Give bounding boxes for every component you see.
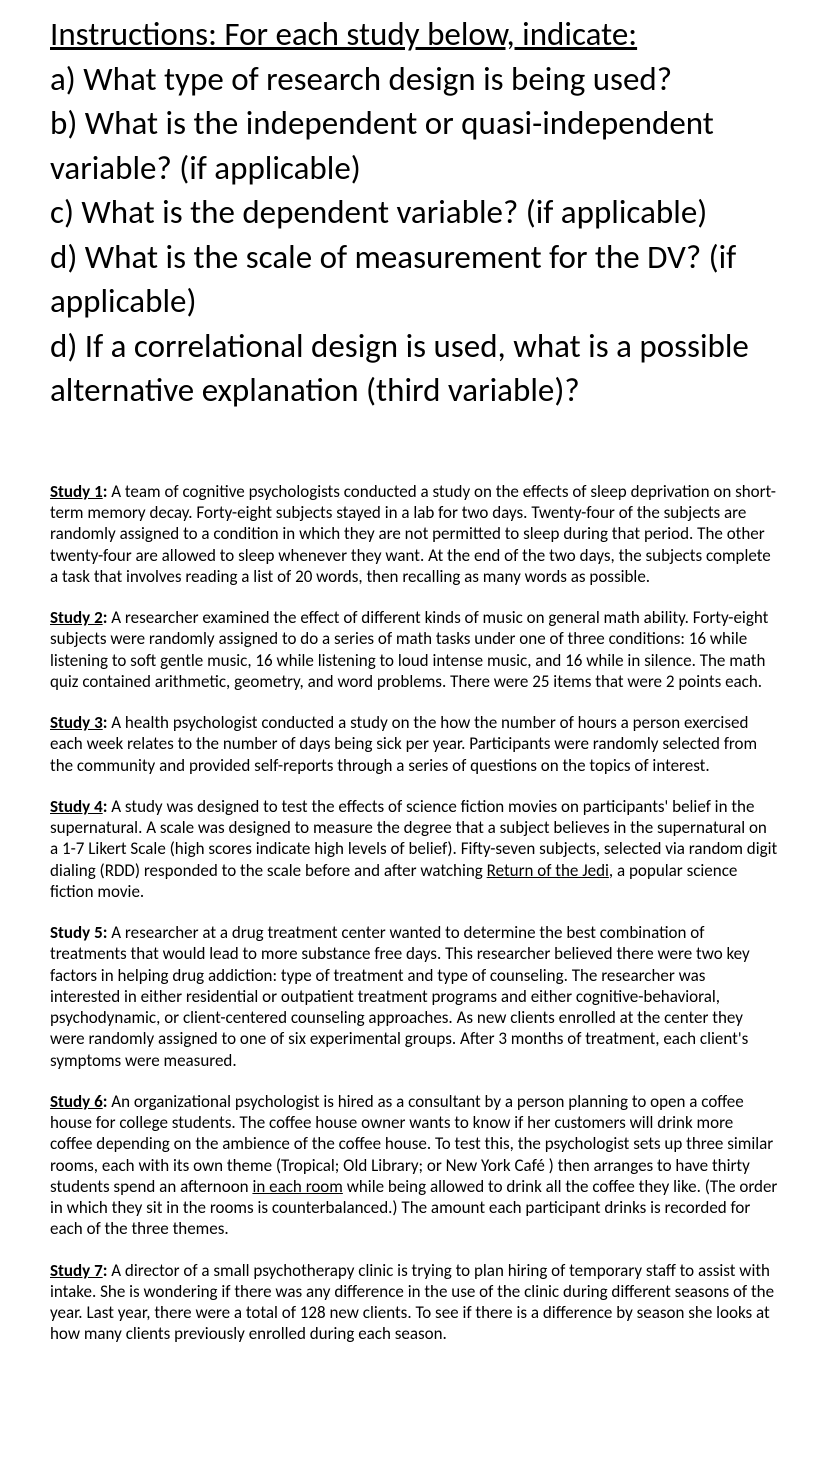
study-body-text: A health psychologist conducted a study … <box>50 712 757 776</box>
study-label: Study 6 <box>50 1091 103 1112</box>
study-paragraph: Study 2: A researcher examined the effec… <box>50 607 778 692</box>
study-label: Study 4 <box>50 796 103 817</box>
instructions-title: Instructions: For each study below, indi… <box>50 12 778 57</box>
study-body-text: A director of a small psychotherapy clin… <box>50 1260 774 1345</box>
instructions-item-d1: d) What is the scale of measurement for … <box>50 235 778 324</box>
instructions-item-c: c) What is the dependent variable? (if a… <box>50 190 778 235</box>
study-body-text: A researcher at a drug treatment center … <box>50 922 750 1071</box>
study-paragraph: Study 5: A researcher at a drug treatmen… <box>50 922 778 1071</box>
study-paragraph: Study 6: An organizational psychologist … <box>50 1091 778 1240</box>
study-body-text: A researcher examined the effect of diff… <box>50 607 768 692</box>
study-label: Study 1 <box>50 481 103 502</box>
instructions-block: Instructions: For each study below, indi… <box>50 12 778 413</box>
study-body-text: A team of cognitive psychologists conduc… <box>50 481 776 587</box>
study-paragraph: Study 4: A study was designed to test th… <box>50 796 778 902</box>
study-paragraph: Study 1: A team of cognitive psychologis… <box>50 481 778 587</box>
studies-container: Study 1: A team of cognitive psychologis… <box>50 481 778 1345</box>
study-paragraph: Study 3: A health psychologist conducted… <box>50 712 778 776</box>
instructions-item-a: a) What type of research design is being… <box>50 57 778 102</box>
study-paragraph: Study 7: A director of a small psychothe… <box>50 1260 778 1345</box>
study-body-underlined: Return of the Jedi <box>487 860 609 881</box>
study-label: Study 7 <box>50 1260 103 1281</box>
study-label: Study 2 <box>50 607 103 628</box>
instructions-item-b: b) What is the independent or quasi-inde… <box>50 101 778 190</box>
study-label: Study 3 <box>50 712 103 733</box>
study-label: Study 5 <box>50 922 103 943</box>
study-body-underlined: in each room <box>252 1176 342 1197</box>
instructions-item-d2: d) If a correlational design is used, wh… <box>50 324 778 413</box>
